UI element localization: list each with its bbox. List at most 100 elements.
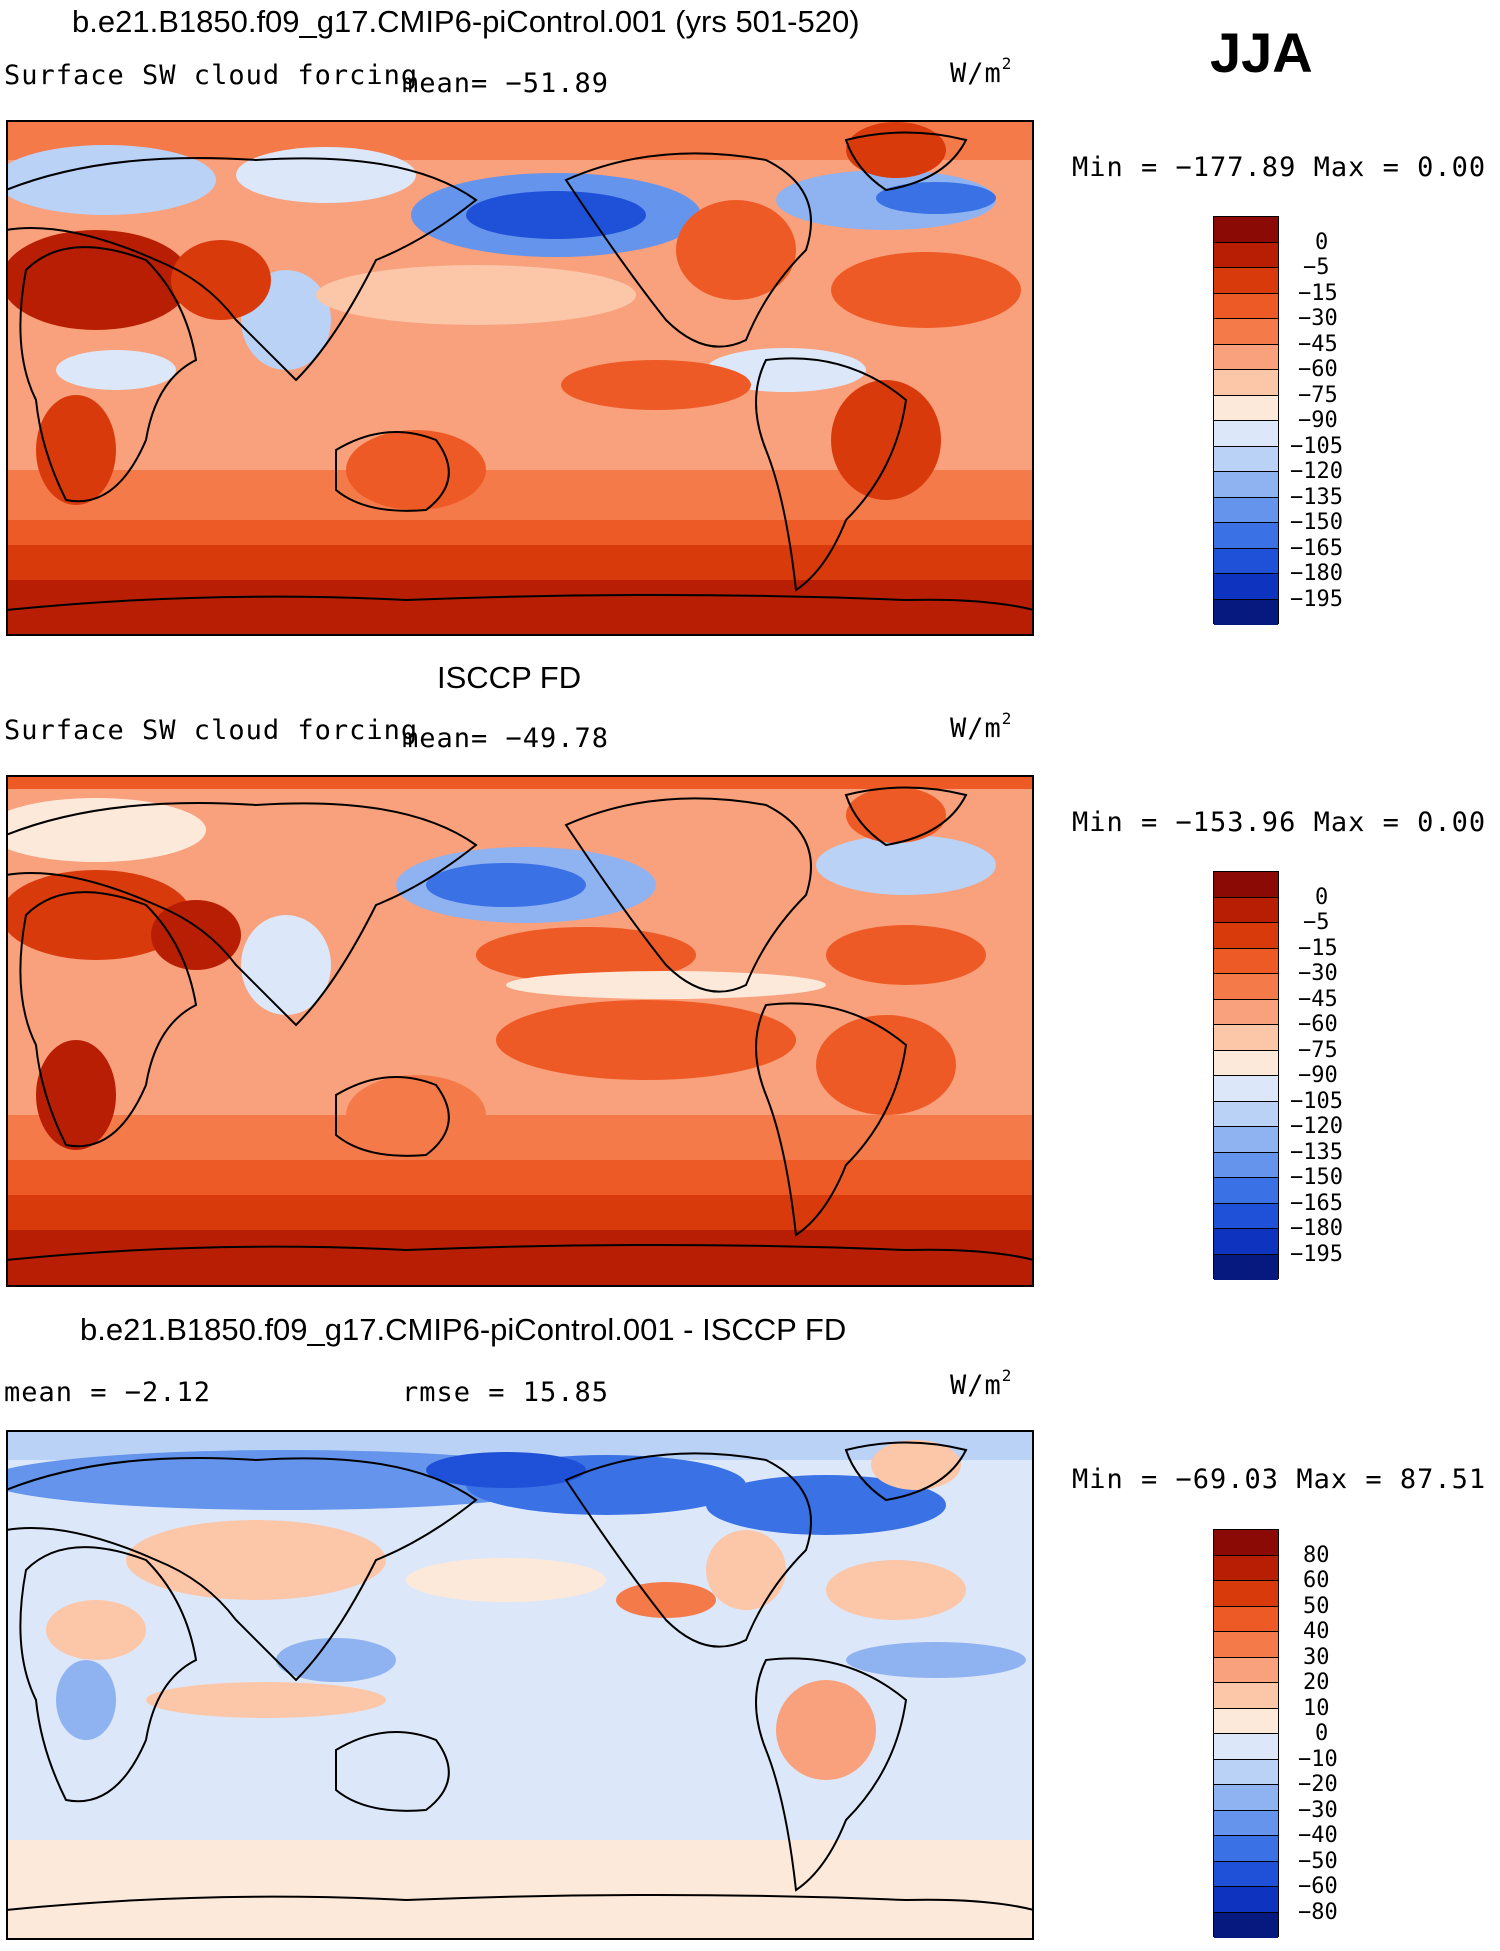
panel-1-map [6, 120, 1034, 636]
colorbar-tick-label: −90 [1298, 1063, 1338, 1088]
colorbar-cell [1214, 217, 1278, 243]
north-america [676, 200, 796, 300]
colorbar-cell [1214, 574, 1278, 600]
colorbar-cell [1214, 523, 1278, 549]
colorbar-cell [1214, 1836, 1278, 1862]
colorbar-tick-label: −30 [1298, 1797, 1338, 1823]
colorbar-cell [1214, 344, 1278, 370]
colorbar-tick-label: −40 [1298, 1823, 1338, 1848]
colorbar-tick-label: −15 [1298, 280, 1338, 306]
colorbar-tick-label: −150 [1290, 510, 1343, 535]
colorbar-tick-label: −180 [1290, 561, 1343, 586]
panel-2-title: ISCCP FD [437, 660, 582, 695]
season-label: JJA [1210, 21, 1313, 84]
arabia [151, 900, 241, 970]
atl-cool [846, 1642, 1026, 1678]
colorbar-cell [1214, 370, 1278, 396]
colorbar-tick-label: −150 [1290, 1165, 1343, 1190]
panel-2-units: W/m2 [950, 709, 1013, 744]
india-monsoon [241, 915, 331, 1015]
colorbar-cell [1214, 999, 1278, 1025]
siberia-cloudy [236, 147, 416, 203]
colorbar-tick-label: −15 [1298, 935, 1338, 961]
colorbar-cell [1214, 1050, 1278, 1076]
colorbar-tick-label: −90 [1298, 408, 1338, 433]
band-south-warm [6, 1840, 1034, 1940]
colorbar-cell [1214, 1632, 1278, 1658]
panel-3-map [6, 1430, 1034, 1940]
colorbar-tick-label: −60 [1298, 1012, 1338, 1037]
greenland-warm [871, 1440, 961, 1490]
coast-antarctica [6, 1244, 1034, 1261]
pacific-subtropic [561, 360, 751, 410]
colorbar-cell [1214, 1683, 1278, 1709]
coast-north-america [564, 152, 812, 348]
colorbar-cell [1214, 242, 1278, 268]
map-frame [6, 1430, 1034, 1940]
colorbar-tick-label: −45 [1298, 331, 1338, 357]
coast-north-america [564, 797, 812, 993]
panel-2-mean: mean= −49.78 [402, 723, 610, 754]
panel-3-mean: mean = −2.12 [4, 1377, 212, 1408]
australia [346, 1075, 486, 1155]
colorbar-tick-label: 50 [1303, 1593, 1330, 1619]
coast-south-america [755, 357, 908, 592]
colorbar-tick-label: 60 [1303, 1568, 1330, 1593]
pacific-trades [316, 265, 636, 325]
colorbar-tick-label: 20 [1303, 1670, 1330, 1695]
coast-antarctica [6, 1894, 1034, 1911]
panel-1-mean: mean= −51.89 [402, 68, 610, 99]
greenland [846, 787, 946, 843]
panel-2-variable-label: Surface SW cloud forcing [4, 715, 419, 746]
colorbar-cell [1214, 599, 1278, 625]
panel-3-title: b.e21.B1850.f09_g17.CMIP6-piControl.001 … [80, 1312, 847, 1347]
colorbar-cell [1214, 268, 1278, 294]
colorbar-cell [1214, 1555, 1278, 1581]
colorbar-cell [1214, 446, 1278, 472]
colorbar-cell [1214, 1708, 1278, 1734]
band-south-3 [6, 545, 1034, 585]
colorbar-tick-label: 0 [1315, 1721, 1329, 1746]
colorbar-tick-label: 0 [1315, 884, 1329, 910]
band-arctic [6, 775, 1034, 789]
natl-core [876, 182, 996, 214]
coast-greenland [844, 786, 968, 847]
colorbar-tick-label: −105 [1290, 1088, 1343, 1114]
sahara [6, 870, 191, 960]
colorbar-cell [1214, 395, 1278, 421]
colorbar-cell [1214, 1810, 1278, 1836]
colorbar-tick-label: −135 [1290, 484, 1343, 510]
colorbar-cell [1214, 1734, 1278, 1760]
colorbar-tick-label: 10 [1303, 1695, 1330, 1721]
colorbar-tick-label: −120 [1290, 1114, 1343, 1139]
colorbar-tick-label: −30 [1298, 961, 1338, 986]
colorbar-cell [1214, 1076, 1278, 1102]
colorbar-cell [1214, 1101, 1278, 1127]
greenland [846, 122, 946, 178]
coast-south-america [755, 1002, 908, 1237]
band-south-2 [6, 1160, 1034, 1200]
coast-eurasia [6, 157, 478, 382]
colorbar-cell [1214, 1530, 1278, 1556]
colorbar-cell [1214, 948, 1278, 974]
coast-eurasia [6, 802, 478, 1027]
colorbar-tick-label: −120 [1290, 459, 1343, 484]
colorbar-tick-label: −5 [1303, 910, 1330, 935]
australia [346, 430, 486, 510]
epac-warm [616, 1582, 716, 1618]
colorbar-cell [1214, 1657, 1278, 1683]
pac-warm [406, 1558, 606, 1602]
colorbar-cell [1214, 1178, 1278, 1204]
atl-warm [826, 1560, 966, 1620]
colorbar-cell [1214, 1229, 1278, 1255]
colorbar-tick-label: −75 [1298, 382, 1338, 408]
band-antarctica [6, 1230, 1034, 1287]
siberia-core [426, 1452, 586, 1488]
panel-3-units: W/m2 [950, 1366, 1013, 1401]
colorbar-cell [1214, 319, 1278, 345]
panel-1-minmax: Min = −177.89 Max = 0.00 [1072, 152, 1487, 183]
npac-core [466, 191, 646, 239]
colorbar-tick-label: −5 [1303, 255, 1330, 280]
panel-3-minmax: Min = −69.03 Max = 87.51 [1072, 1464, 1487, 1495]
band-antarctica [6, 580, 1034, 636]
